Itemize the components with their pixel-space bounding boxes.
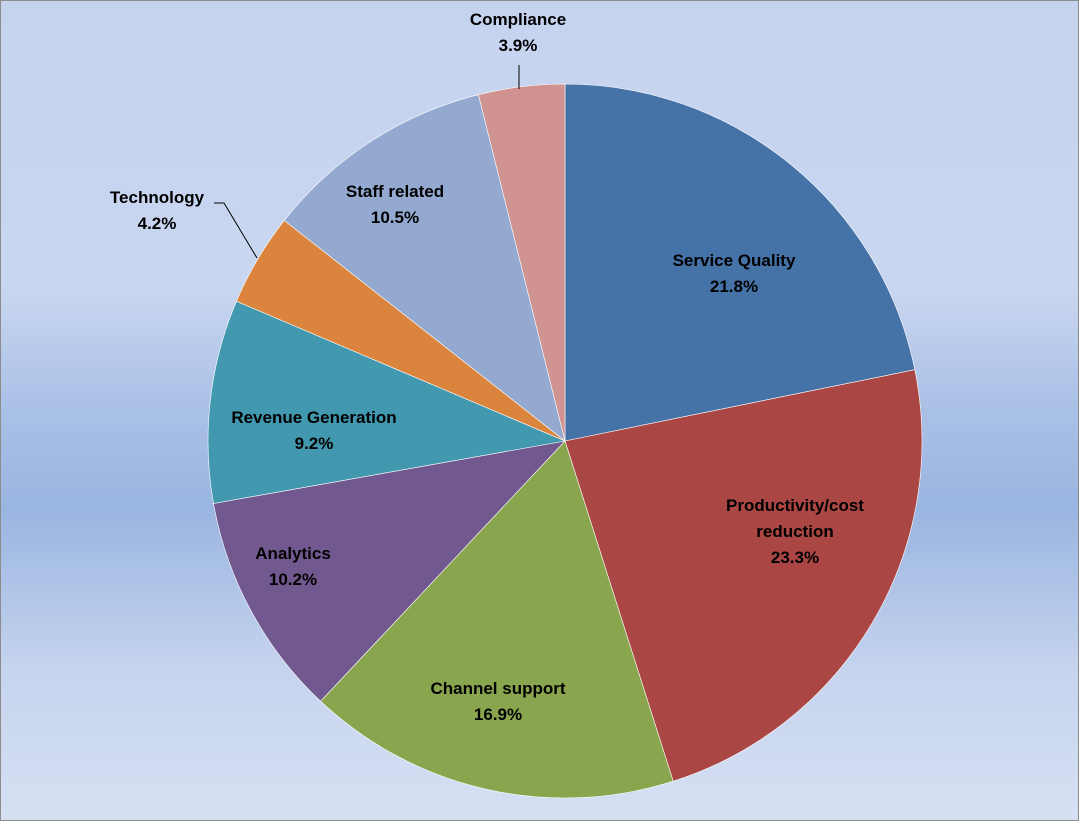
pie-slice-revenue-generation [207, 300, 567, 504]
pie-slice-analytics [213, 440, 566, 702]
slice-value-staff-related: 10.5% [371, 208, 419, 227]
slice-label-analytics: Analytics [255, 544, 331, 563]
slice-label-service-quality: Service Quality [673, 251, 796, 270]
slice-label-technology: Technology [110, 188, 205, 207]
slice-label-revenue-generation: Revenue Generation [231, 408, 396, 427]
leader-line-technology [214, 202, 258, 259]
slice-value-technology: 4.2% [138, 214, 177, 233]
slice-value-revenue-generation: 9.2% [295, 434, 334, 453]
slice-value-channel-support: 16.9% [474, 705, 522, 724]
slice-label-channel-support: Channel support [430, 679, 565, 698]
slice-value-compliance: 3.9% [499, 36, 538, 55]
slice-value-analytics: 10.2% [269, 570, 317, 589]
pie-slice-compliance [478, 83, 566, 442]
pie-slice-productivity-cost-reduction [564, 369, 923, 782]
slice-label-staff-related: Staff related [346, 182, 444, 201]
slice-value-service-quality: 21.8% [710, 277, 758, 296]
pie-slice-staff-related [283, 94, 566, 442]
slice-value-productivity-cost-reduction: 23.3% [771, 548, 819, 567]
pie-slice-channel-support [320, 440, 674, 799]
pie-slice-service-quality [564, 83, 916, 442]
slice-label-productivity-cost-reduction-line-1: Productivity/cost [726, 496, 864, 515]
slice-label-productivity-cost-reduction-line-2: reduction [756, 522, 833, 541]
slice-label-compliance: Compliance [470, 10, 566, 29]
